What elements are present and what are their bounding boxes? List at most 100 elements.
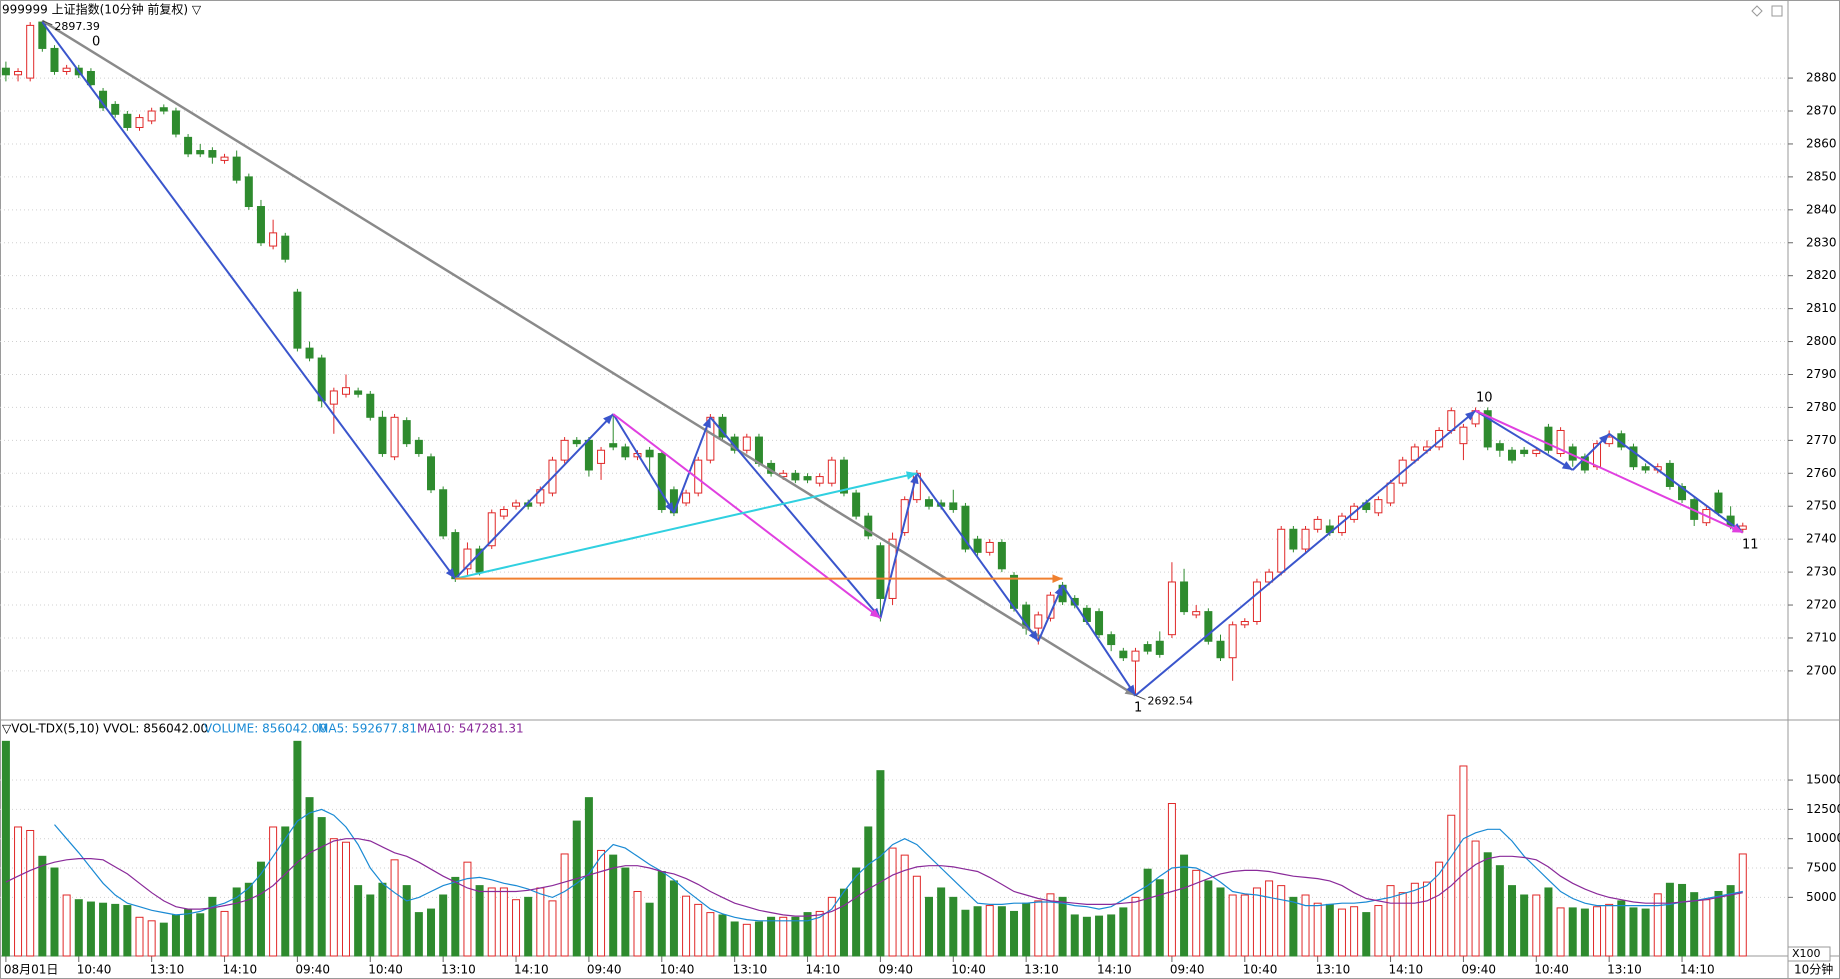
- volume-bar: [560, 853, 569, 957]
- candle-body: [86, 70, 95, 86]
- volume-bar: [390, 859, 399, 957]
- candle-body: [329, 390, 338, 405]
- candle-body: [1714, 492, 1723, 514]
- volume-bar: [1398, 892, 1407, 957]
- y-tick-label: 2750: [1806, 499, 1837, 513]
- candle-body: [560, 439, 569, 461]
- x-tick-label: 14:10: [1389, 963, 1424, 977]
- volume-bar: [1131, 896, 1140, 957]
- candle-body: [657, 453, 666, 511]
- volume-bar: [208, 896, 217, 957]
- volume-bar: [1180, 854, 1189, 957]
- candle-body: [208, 150, 217, 158]
- volume-bar: [633, 890, 642, 957]
- candle-body: [1495, 443, 1504, 451]
- volume-bar: [1690, 892, 1699, 957]
- x-tick-label: 10:40: [951, 963, 986, 977]
- candle-body: [924, 499, 933, 507]
- volume-bar: [414, 912, 423, 957]
- volume-bar: [657, 871, 666, 957]
- window-icon[interactable]: [1771, 5, 1783, 17]
- trend-line: [454, 413, 614, 580]
- candle-body: [427, 456, 436, 491]
- candle-body: [1204, 611, 1213, 642]
- y-tick-label: 10000: [1806, 831, 1840, 845]
- volume-bar: [14, 826, 23, 957]
- volume-bar: [159, 922, 168, 957]
- volume-bar: [1520, 894, 1529, 957]
- volume-bar: [779, 916, 788, 957]
- candle-body: [961, 505, 970, 550]
- volume-bar: [1714, 890, 1723, 957]
- volume-bar: [548, 900, 557, 957]
- volume-bar: [536, 887, 545, 957]
- x-tick-label: 13:10: [1024, 963, 1059, 977]
- candle-body: [269, 232, 278, 247]
- x-tick-label: 13:10: [150, 963, 185, 977]
- candle-body: [317, 357, 326, 402]
- arrow-head: [603, 414, 614, 425]
- volume-bar: [949, 896, 958, 957]
- y-tick-label: 2870: [1806, 104, 1837, 118]
- volume-bar: [1095, 915, 1104, 957]
- volume-bar: [1289, 896, 1298, 957]
- candle-body: [1167, 581, 1176, 636]
- volume-bar: [1617, 900, 1626, 957]
- volume-bar: [985, 905, 994, 957]
- y-tick-label: 2840: [1806, 202, 1837, 216]
- volume-bar: [184, 908, 193, 957]
- candle-body: [1544, 426, 1553, 451]
- volume-bar: [900, 854, 909, 957]
- volume-bar: [1022, 902, 1031, 957]
- candle-body: [402, 420, 411, 445]
- candle-body: [1374, 499, 1383, 514]
- candle-body: [1641, 466, 1650, 471]
- arrow-head: [1054, 585, 1063, 597]
- candle-body: [256, 206, 265, 244]
- volume-bar: [1216, 887, 1225, 957]
- candle-body: [1228, 624, 1237, 659]
- volume-bar: [937, 887, 946, 957]
- y-tick-label: 2720: [1806, 598, 1837, 612]
- volume-bar: [1119, 907, 1128, 957]
- volume-bar: [354, 885, 363, 957]
- candle-body: [1192, 611, 1201, 616]
- candle-body: [609, 443, 618, 448]
- volume-bar: [135, 916, 144, 957]
- candle-body: [621, 446, 630, 458]
- volume-bar: [269, 826, 278, 957]
- y-tick-label: 2800: [1806, 334, 1837, 348]
- low-label: 2692.54: [1147, 694, 1193, 707]
- volume-bar: [1010, 910, 1019, 957]
- window-icon[interactable]: [1751, 5, 1763, 17]
- candle-body: [123, 113, 132, 128]
- candle-body: [682, 492, 691, 504]
- volume-bar: [38, 855, 47, 957]
- volume-bar: [50, 867, 59, 957]
- volume-bar: [232, 887, 241, 957]
- candle-body: [997, 541, 1006, 570]
- candle-body: [876, 545, 885, 599]
- candle-body: [572, 439, 581, 445]
- y-tick-label: 2730: [1806, 565, 1837, 579]
- arrow-head: [1731, 524, 1743, 533]
- ma10-label: MA10: 547281.31: [417, 722, 524, 736]
- candle-body: [1447, 410, 1456, 431]
- volume-bar: [281, 826, 290, 957]
- volume-bar: [62, 894, 71, 957]
- candle-body: [26, 24, 35, 79]
- unit-label: X100: [1792, 947, 1821, 960]
- trend-line: [1475, 409, 1744, 534]
- candle-body: [475, 548, 484, 573]
- candle-body: [390, 416, 399, 458]
- trend-line: [1608, 432, 1744, 534]
- arrow-head: [1465, 410, 1476, 421]
- volume-bar: [754, 921, 763, 957]
- volume-bar: [487, 887, 496, 957]
- x-tick-label: 14:10: [1680, 963, 1715, 977]
- label-leader: [42, 20, 53, 26]
- x-tick-label: 09:40: [587, 963, 622, 977]
- volume-bar: [1532, 894, 1541, 957]
- volume-bar: [293, 740, 302, 957]
